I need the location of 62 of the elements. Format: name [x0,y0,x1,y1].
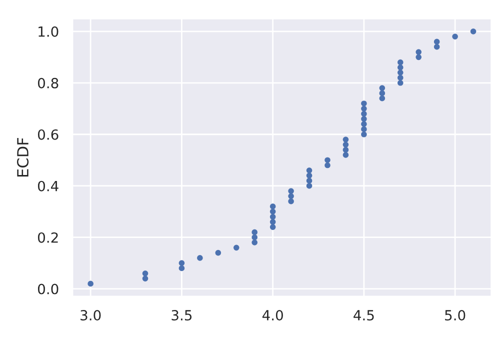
y-tick-label: 0.0 [38,284,58,294]
point [342,146,349,153]
point [252,240,258,246]
point [178,260,185,266]
point [361,131,367,138]
point [397,80,404,86]
point [306,168,312,174]
point [306,172,312,178]
y-tick-label: 1.0 [38,26,58,37]
point [397,64,404,70]
x-tick-label: 4.0 [262,310,283,321]
point [324,157,330,164]
point [397,74,404,81]
point [270,218,276,225]
point [416,54,422,60]
point [434,44,440,50]
point [379,85,386,91]
point [397,59,404,66]
x-tick-label: 5.0 [445,310,466,321]
point [379,95,386,102]
point [379,90,386,96]
point [342,142,349,148]
y-tick-label: 0.4 [38,180,58,192]
point [270,208,276,215]
point [416,49,422,55]
point [288,193,294,200]
x-tick-label: 3.5 [172,310,192,321]
point [306,178,312,184]
point [361,110,367,117]
y-tick-label: 0.8 [38,78,58,88]
point [270,204,276,210]
point [215,250,222,256]
point [306,182,312,189]
point [361,126,367,132]
x-tick-label: 3.0 [80,310,101,321]
point [197,255,203,261]
point [178,265,185,272]
y-tick-label: 0.6 [38,129,58,140]
point [233,244,240,251]
point [361,116,367,122]
point [270,224,276,230]
point [434,38,440,45]
point [361,100,367,106]
point [470,28,476,34]
point [142,276,148,282]
y-axis-title: ECDF [17,138,29,176]
point [361,121,367,127]
point [452,34,458,40]
point [361,106,367,112]
point [324,162,330,168]
point [142,270,148,276]
point [342,152,349,158]
point [397,70,404,76]
point [88,280,94,287]
y-tick-label: 0.2 [38,232,58,243]
point [252,229,258,236]
point [288,198,294,204]
x-tick-label: 4.5 [354,310,374,321]
point [342,136,349,142]
point [270,214,276,220]
point [288,188,294,194]
point [252,234,258,240]
